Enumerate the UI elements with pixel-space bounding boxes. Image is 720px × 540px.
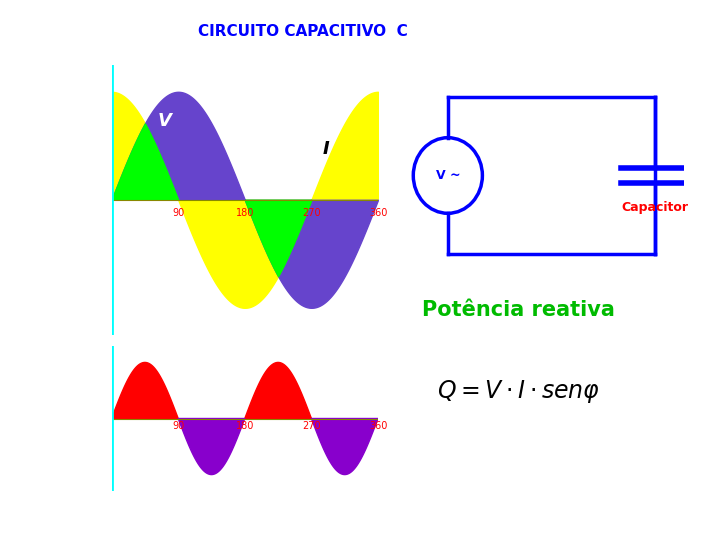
Text: 90: 90: [172, 208, 184, 219]
Text: 180: 180: [235, 208, 254, 219]
Text: V: V: [158, 112, 171, 130]
Text: 270: 270: [302, 208, 320, 219]
Text: V ~: V ~: [436, 169, 460, 182]
Text: 360: 360: [369, 208, 387, 219]
Text: 360: 360: [369, 421, 387, 431]
Text: $Q = V \cdot I \cdot sen\varphi$: $Q = V \cdot I \cdot sen\varphi$: [437, 378, 600, 405]
Text: Capacitor: Capacitor: [621, 201, 689, 214]
Text: 270: 270: [302, 421, 320, 431]
Text: CIRCUITO CAPACITIVO  C: CIRCUITO CAPACITIVO C: [197, 24, 408, 39]
Text: I: I: [323, 140, 329, 158]
Text: Potência reativa: Potência reativa: [422, 300, 615, 320]
Text: 90: 90: [172, 421, 184, 431]
Text: 180: 180: [235, 421, 254, 431]
